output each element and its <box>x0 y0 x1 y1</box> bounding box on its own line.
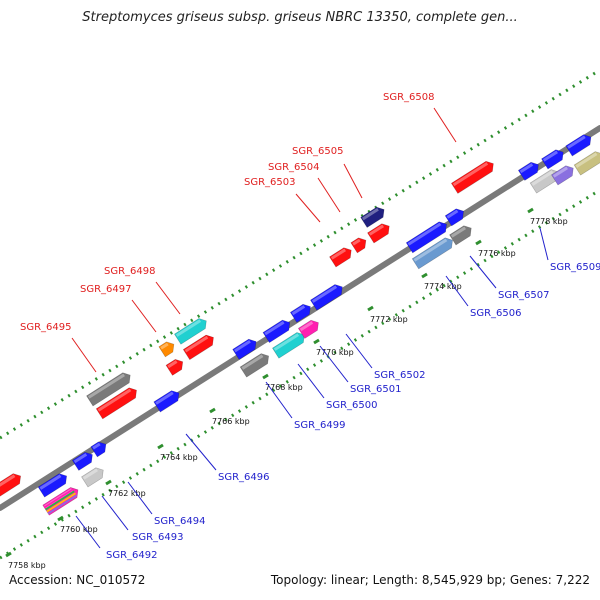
gene-feature[interactable] <box>541 147 566 170</box>
gene-label[interactable]: SGR_6495 <box>20 322 72 333</box>
scale-label: 7766 kbp <box>212 417 250 426</box>
gene-callout-line <box>297 363 325 399</box>
gene-feature[interactable] <box>411 235 456 270</box>
gene-feature[interactable] <box>71 450 95 471</box>
scale-label: 7774 kbp <box>424 282 462 291</box>
gene-label[interactable]: SGR_6497 <box>80 284 132 295</box>
scale-label: 7776 kbp <box>478 249 516 258</box>
scale-label: 7770 kbp <box>316 348 354 357</box>
gene-label[interactable]: SGR_6501 <box>350 384 402 395</box>
gene-label[interactable]: SGR_6494 <box>154 516 206 527</box>
scale-tick <box>367 305 374 312</box>
gene-feature[interactable] <box>158 339 177 358</box>
gene-label[interactable]: SGR_6499 <box>294 420 346 431</box>
gene-callout-line <box>539 227 549 261</box>
gene-callout-line <box>185 433 217 471</box>
scale-tick <box>421 272 428 279</box>
gene-feature[interactable] <box>289 302 313 323</box>
gene-label[interactable]: SGR_6505 <box>292 146 344 157</box>
gene-callout-line <box>345 333 373 369</box>
scale-tick <box>209 407 216 414</box>
gene-label[interactable]: SGR_6498 <box>104 266 156 277</box>
scale-tick <box>313 338 320 345</box>
scale-label: 7764 kbp <box>160 453 198 462</box>
gene-label[interactable]: SGR_6504 <box>268 162 320 173</box>
gene-callout-line <box>131 299 157 333</box>
gene-label[interactable]: SGR_6492 <box>106 550 158 561</box>
gene-feature[interactable] <box>450 159 496 194</box>
scale-label: 7758 kbp <box>8 561 46 570</box>
scale-tick <box>105 479 112 486</box>
gene-feature[interactable] <box>444 206 467 227</box>
page-title: Streptomyces griseus subsp. griseus NBRC… <box>82 10 518 25</box>
gene-feature[interactable] <box>239 351 272 378</box>
gene-label[interactable]: SGR_6503 <box>244 177 296 188</box>
accession-label: Accession: NC_010572 <box>9 573 146 587</box>
scale-tick <box>262 373 269 380</box>
gene-label[interactable]: SGR_6509 <box>550 262 600 273</box>
gene-label[interactable]: SGR_6506 <box>470 308 522 319</box>
gene-feature[interactable] <box>90 439 109 458</box>
gene-label[interactable]: SGR_6493 <box>132 532 184 543</box>
gene-feature[interactable] <box>182 332 216 361</box>
lower-dotted-track <box>0 188 600 560</box>
gene-feature[interactable] <box>81 465 106 488</box>
scale-tick <box>157 443 164 450</box>
gene-callout-line <box>71 337 97 373</box>
gene-feature[interactable] <box>297 318 321 339</box>
scale-tick <box>475 239 482 246</box>
gene-feature[interactable] <box>95 385 140 420</box>
gene-callout-line <box>155 281 181 315</box>
gene-feature[interactable] <box>272 330 307 359</box>
gene-callout-line <box>265 381 293 419</box>
scale-tick <box>5 551 12 558</box>
scale-label: 7760 kbp <box>60 525 98 534</box>
gene-feature[interactable] <box>310 282 345 311</box>
gene-label[interactable]: SGR_6502 <box>374 370 426 381</box>
gene-feature[interactable] <box>565 132 594 157</box>
scale-label: 7778 kbp <box>530 217 568 226</box>
gene-feature[interactable] <box>174 316 209 345</box>
gene-feature[interactable] <box>153 388 182 413</box>
gene-label[interactable]: SGR_6508 <box>383 92 435 103</box>
gene-feature[interactable] <box>0 471 24 498</box>
scale-label: 7772 kbp <box>370 315 408 324</box>
gene-feature[interactable] <box>551 163 576 186</box>
gene-callout-line <box>343 163 363 199</box>
gene-feature[interactable] <box>86 370 134 407</box>
gene-feature[interactable] <box>350 235 369 254</box>
gene-callout-line <box>445 275 469 307</box>
gene-callout-line <box>127 481 153 515</box>
gene-feature[interactable] <box>517 160 541 181</box>
gene-feature[interactable] <box>573 149 600 176</box>
scale-tick <box>527 207 534 214</box>
gene-feature[interactable] <box>232 336 260 360</box>
topology-summary: Topology: linear; Length: 8,545,929 bp; … <box>270 573 590 587</box>
scale-tick <box>57 515 64 522</box>
gene-feature[interactable] <box>165 357 186 376</box>
gene-label[interactable]: SGR_6507 <box>498 290 550 301</box>
gene-callout-line <box>75 515 101 549</box>
gene-feature[interactable] <box>405 219 450 254</box>
scale-label: 7768 kbp <box>265 383 303 392</box>
gene-label[interactable]: SGR_6500 <box>326 400 378 411</box>
gene-callout-line <box>433 107 457 143</box>
gene-feature[interactable] <box>329 245 354 268</box>
gene-callout-line <box>317 177 341 213</box>
gene-feature[interactable] <box>37 471 70 498</box>
gene-feature[interactable] <box>262 317 293 343</box>
gene-label[interactable]: SGR_6496 <box>218 472 270 483</box>
gene-feature[interactable] <box>360 204 388 228</box>
gene-feature[interactable] <box>42 485 81 516</box>
gene-feature[interactable] <box>449 223 474 246</box>
gene-callout-line <box>469 255 497 289</box>
gene-callout-line <box>101 495 129 531</box>
gene-feature[interactable] <box>367 221 392 244</box>
gene-callout-line <box>319 345 349 383</box>
gene-callout-line <box>295 193 321 223</box>
scale-label: 7762 kbp <box>108 489 146 498</box>
